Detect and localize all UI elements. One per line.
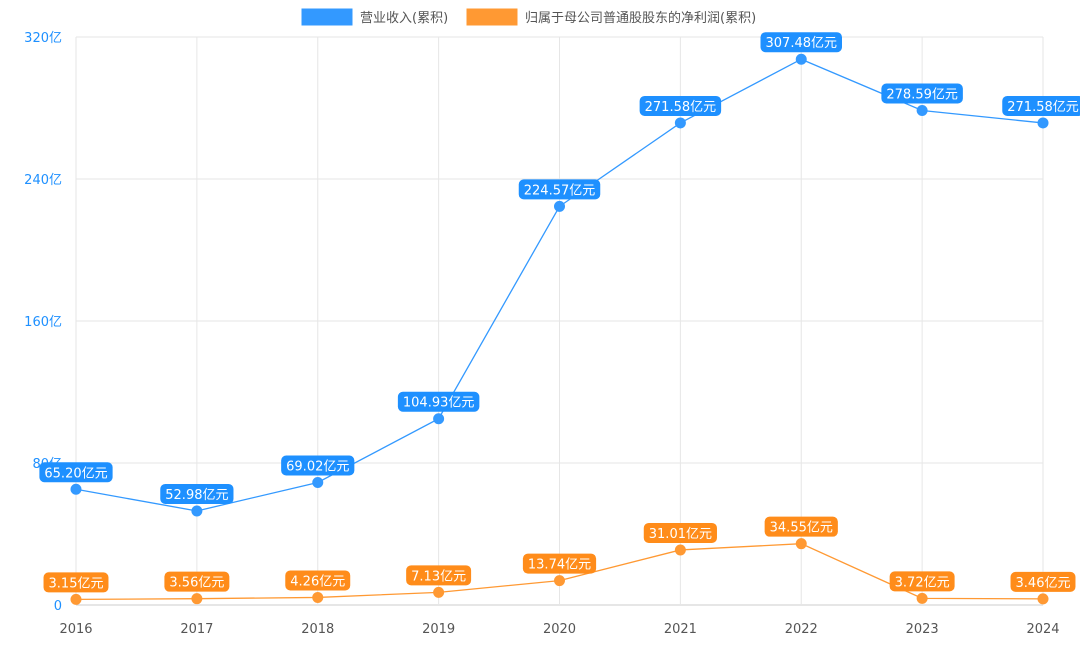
data-label-text: 4.26亿元 (290, 574, 345, 589)
x-tick-label: 2021 (664, 622, 697, 637)
data-label-box (164, 571, 230, 592)
data-label: 271.58亿元 (639, 95, 722, 116)
legend[interactable]: 营业收入(累积) 归属于母公司普通股股东的净利润(累积) (301, 8, 756, 26)
legend-label: 营业收入(累积) (360, 11, 448, 26)
series-1: 3.15亿元 3.56亿元 4.26亿元 7.13亿元 13.74亿元 31.01亿元 34… (43, 516, 1076, 605)
data-label-box (1010, 571, 1076, 592)
data-label-box (889, 571, 955, 592)
data-label: 34.55亿元 (764, 516, 838, 537)
data-label-text: 69.02亿元 (286, 459, 349, 474)
data-label-text: 271.58亿元 (1007, 100, 1079, 115)
data-label: 271.58亿元 (1002, 95, 1080, 116)
data-point (191, 505, 203, 517)
legend-swatch (301, 8, 353, 26)
x-tick-label: 2022 (785, 622, 818, 637)
data-label: 4.26亿元 (285, 570, 351, 591)
data-label-text: 307.48亿元 (766, 36, 838, 51)
y-tick-label: 240亿 (24, 173, 62, 188)
data-label: 3.15亿元 (43, 572, 109, 593)
data-label: 65.20亿元 (39, 462, 113, 483)
data-label: 7.13亿元 (406, 565, 472, 586)
data-label-box (518, 179, 601, 200)
data-point (795, 538, 807, 550)
data-label-box (406, 565, 472, 586)
y-tick-label: 320亿 (24, 31, 62, 46)
x-tick-label: 2024 (1026, 622, 1059, 637)
data-point (674, 117, 686, 129)
data-label-text: 224.57亿元 (524, 183, 596, 198)
data-label-text: 3.72亿元 (895, 575, 950, 590)
x-tick-label: 2017 (180, 622, 213, 637)
data-point (433, 586, 445, 598)
data-point (70, 483, 82, 495)
x-tick-label: 2023 (906, 622, 939, 637)
series-group: 65.20亿元 52.98亿元 69.02亿元 104.93亿元 224.57亿元 271… (39, 32, 1080, 605)
data-label-box (281, 455, 355, 476)
data-label-text: 7.13亿元 (411, 569, 466, 584)
data-point (554, 200, 565, 212)
x-tick-label: 2019 (422, 622, 455, 637)
data-label-text: 13.74亿元 (528, 558, 591, 573)
data-label-box (764, 516, 838, 537)
data-label-text: 104.93亿元 (403, 396, 475, 411)
data-label-box (1002, 95, 1080, 116)
data-label-text: 52.98亿元 (165, 488, 228, 503)
y-tick-label: 160亿 (24, 315, 62, 330)
data-label-box (285, 570, 351, 591)
data-label: 3.72亿元 (889, 571, 955, 592)
data-label: 3.46亿元 (1010, 571, 1076, 592)
data-label-box (39, 462, 113, 483)
data-label-box (522, 553, 597, 574)
data-label: 3.56亿元 (164, 571, 230, 592)
data-label: 307.48亿元 (760, 32, 842, 53)
data-label: 13.74亿元 (522, 553, 597, 574)
data-label-text: 34.55亿元 (770, 521, 833, 536)
data-label-text: 3.46亿元 (1016, 576, 1071, 591)
x-tick-label: 2018 (301, 622, 334, 637)
x-tick-label: 2016 (59, 622, 92, 637)
data-point (1037, 117, 1049, 129)
data-label: 224.57亿元 (518, 179, 601, 200)
data-label: 104.93亿元 (397, 391, 480, 412)
data-label-box (397, 391, 480, 412)
legend-label: 归属于母公司普通股股东的净利润(累积) (525, 10, 756, 26)
data-label-box (643, 522, 717, 543)
data-label-box (760, 32, 842, 53)
series-0: 65.20亿元 52.98亿元 69.02亿元 104.93亿元 224.57亿元 271… (39, 32, 1080, 517)
data-point (433, 413, 445, 425)
data-point (916, 105, 928, 117)
data-label-text: 65.20亿元 (44, 466, 107, 481)
data-label: 278.59亿元 (881, 83, 963, 104)
data-point (312, 591, 324, 603)
data-label-box (639, 95, 722, 116)
legend-swatch (466, 8, 518, 26)
data-label: 31.01亿元 (643, 522, 717, 543)
data-point (312, 476, 324, 488)
data-label: 69.02亿元 (281, 455, 355, 476)
data-label-text: 3.15亿元 (49, 576, 104, 591)
grid (75, 36, 1044, 606)
data-label-text: 3.56亿元 (169, 576, 224, 591)
data-label-box (881, 83, 963, 104)
data-point (70, 593, 82, 605)
data-point (554, 575, 565, 587)
data-label: 52.98亿元 (160, 483, 234, 504)
data-label-text: 278.59亿元 (886, 88, 958, 103)
axes: 080亿160亿240亿320亿201620172018201920202021… (24, 31, 1059, 637)
data-label-box (43, 572, 109, 593)
data-label-box (160, 483, 234, 504)
data-point (191, 593, 203, 605)
data-point (1037, 593, 1049, 605)
data-point (674, 544, 686, 556)
data-point (916, 592, 928, 604)
data-point (795, 53, 807, 65)
y-tick-label: 0 (54, 599, 62, 614)
data-label-text: 31.01亿元 (649, 527, 712, 542)
data-label-text: 271.58亿元 (645, 100, 717, 115)
x-tick-label: 2020 (543, 622, 576, 637)
